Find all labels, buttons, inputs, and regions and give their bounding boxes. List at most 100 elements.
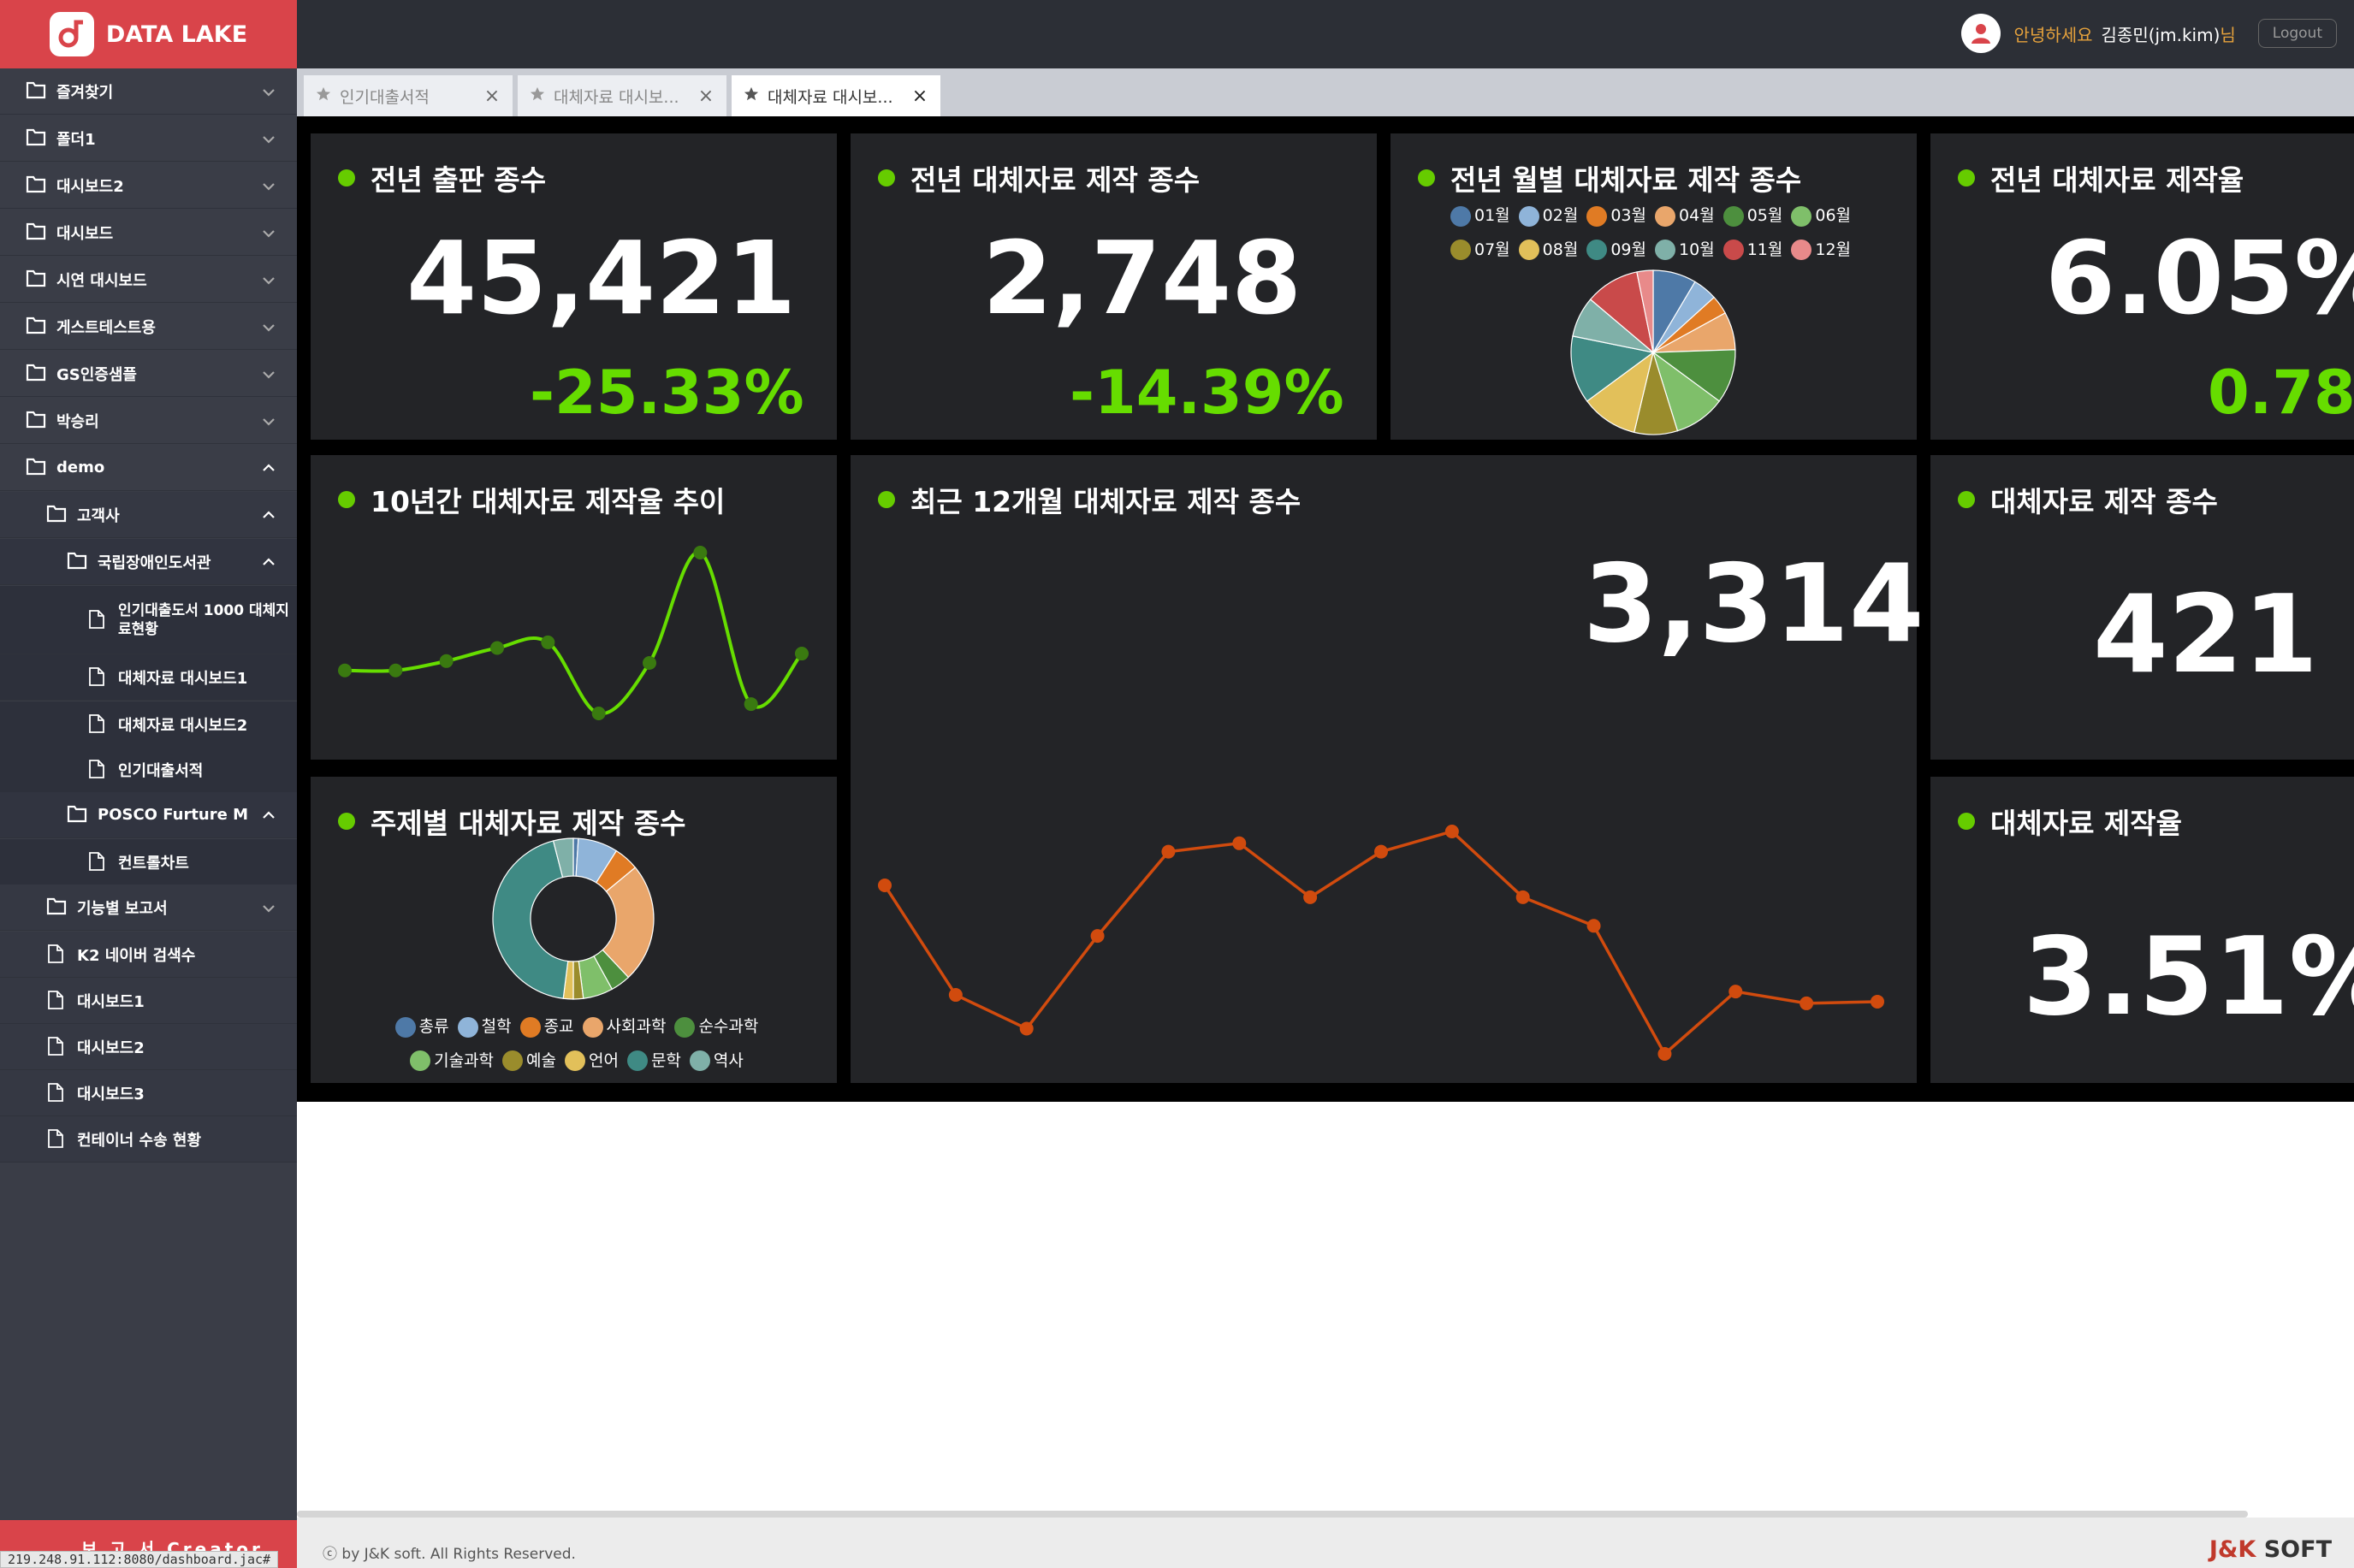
panel-title-text: 전년 월별 대체자료 제작 종수 xyxy=(1450,163,1802,197)
chevron-down-icon[interactable] xyxy=(258,368,280,380)
panel-last-year-alt-production: 전년 대체자료 제작 종수 2,748 -14.39% xyxy=(851,133,1377,440)
legend-item[interactable]: 11월 xyxy=(1723,236,1782,264)
data-point xyxy=(1019,1021,1034,1036)
sidebar-item[interactable]: demo xyxy=(0,445,297,491)
data-point xyxy=(388,663,403,677)
legend-item[interactable]: 철학 xyxy=(457,1013,512,1041)
legend-item[interactable]: 언어 xyxy=(564,1047,619,1075)
legend-item[interactable]: 문학 xyxy=(626,1047,681,1075)
sidebar-item[interactable]: 대시보드3 xyxy=(0,1070,297,1116)
horizontal-scrollbar[interactable] xyxy=(297,1511,2248,1518)
legend-item[interactable]: 09월 xyxy=(1586,236,1646,264)
chevron-down-icon[interactable] xyxy=(258,86,280,98)
chevron-up-icon[interactable] xyxy=(258,556,280,568)
data-point xyxy=(1303,890,1318,904)
file-icon xyxy=(87,609,108,631)
legend-swatch xyxy=(689,1050,710,1071)
legend-item[interactable]: 12월 xyxy=(1791,236,1851,264)
sidebar-item-label: 대체자료 대시보드1 xyxy=(118,669,248,688)
legend-item[interactable]: 08월 xyxy=(1518,236,1579,264)
pie-slice xyxy=(1636,269,1654,353)
legend-item[interactable]: 역사 xyxy=(689,1047,744,1075)
legend-item[interactable]: 02월 xyxy=(1518,202,1578,230)
status-dot-icon xyxy=(878,169,895,186)
pie-slice xyxy=(1586,351,1654,434)
legend-label: 문학 xyxy=(650,1050,681,1070)
legend-item[interactable]: 07월 xyxy=(1450,236,1510,264)
tab-dashboard-1[interactable]: 대체자료 대시보... × xyxy=(518,75,726,116)
data-point xyxy=(541,635,555,649)
close-icon[interactable]: × xyxy=(697,85,715,107)
logo-soft: SOFT xyxy=(2263,1536,2332,1563)
logout-button[interactable]: Logout xyxy=(2257,19,2337,48)
legend-item[interactable]: 03월 xyxy=(1586,202,1646,230)
legend-item[interactable]: 06월 xyxy=(1791,202,1851,230)
chevron-up-icon[interactable] xyxy=(258,809,280,821)
sidebar-item[interactable]: GS인증샘플 xyxy=(0,351,297,397)
kpi-value: 6.05% xyxy=(2045,219,2354,337)
sidebar-item[interactable]: 즐겨찾기 xyxy=(0,68,297,115)
legend-item[interactable]: 예술 xyxy=(502,1047,556,1075)
pie-slice xyxy=(602,867,655,979)
app-logo[interactable]: DATA LAKE xyxy=(0,0,297,68)
kpi-value: 3,314 xyxy=(1583,541,1924,666)
chevron-up-icon[interactable] xyxy=(258,462,280,474)
sidebar-item-label: 즐겨찾기 xyxy=(56,83,114,102)
sidebar-item-label: 대체자료 대시보드2 xyxy=(118,716,248,735)
close-icon[interactable]: × xyxy=(483,85,501,107)
chevron-down-icon[interactable] xyxy=(258,415,280,427)
tab-bar: 인기대출서적 × 대체자료 대시보... × 대체자료 대시보... × xyxy=(297,68,2354,116)
legend-item[interactable]: 사회과학 xyxy=(582,1013,667,1041)
legend-label: 사회과학 xyxy=(606,1017,667,1036)
sidebar-item[interactable]: K2 네이버 검색수 xyxy=(0,932,297,978)
user-name: 김종민(jm.kim) xyxy=(2101,24,2221,45)
legend-item[interactable]: 05월 xyxy=(1723,202,1782,230)
sidebar-item[interactable]: 대시보드1 xyxy=(0,978,297,1024)
chevron-up-icon[interactable] xyxy=(258,509,280,521)
sidebar-item[interactable]: 시연 대시보드 xyxy=(0,257,297,303)
chevron-down-icon[interactable] xyxy=(258,227,280,239)
sidebar-item[interactable]: 인기대출서적 xyxy=(0,747,297,793)
user-icon[interactable] xyxy=(1960,14,2001,53)
sidebar-item[interactable]: 컨트롤차트 xyxy=(0,839,297,885)
sidebar-item[interactable]: POSCO Furture M xyxy=(0,792,297,838)
legend-item[interactable]: 기술과학 xyxy=(410,1047,494,1075)
sidebar-item[interactable]: 대체자료 대시보드1 xyxy=(0,654,297,701)
legend-item[interactable]: 01월 xyxy=(1450,202,1510,230)
sidebar-item[interactable]: 대체자료 대시보드2 xyxy=(0,701,297,748)
legend-item[interactable]: 총류 xyxy=(394,1013,449,1041)
sidebar-item[interactable]: 폴더1 xyxy=(0,115,297,162)
sidebar-item[interactable]: 박승리 xyxy=(0,398,297,444)
legend-item[interactable]: 10월 xyxy=(1655,236,1715,264)
close-icon[interactable]: × xyxy=(911,85,928,107)
tab-dashboard-2[interactable]: 대체자료 대시보... × xyxy=(732,75,940,116)
chevron-down-icon[interactable] xyxy=(258,902,280,914)
sidebar-item[interactable]: 대시보드2 xyxy=(0,1024,297,1070)
logo-icon xyxy=(49,12,94,56)
legend-swatch xyxy=(502,1050,524,1071)
sidebar-item[interactable]: 고객사 xyxy=(0,492,297,538)
legend-item[interactable]: 종교 xyxy=(519,1013,574,1041)
legend-item[interactable]: 순수과학 xyxy=(674,1013,758,1041)
status-dot-icon xyxy=(338,813,355,830)
sidebar-item[interactable]: 게스트테스트용 xyxy=(0,304,297,350)
panel-ten-year-trend: 10년간 대체자료 제작율 추이 xyxy=(311,455,837,760)
chevron-down-icon[interactable] xyxy=(258,321,280,333)
sidebar-item[interactable]: 인기대출도서 1000 대체지료현황 xyxy=(0,586,297,654)
legend-swatch xyxy=(457,1016,478,1038)
chevron-down-icon[interactable] xyxy=(258,180,280,192)
tab-popular-books[interactable]: 인기대출서적 × xyxy=(304,75,513,116)
sidebar-item[interactable]: 국립장애인도서관 xyxy=(0,539,297,585)
legend-label: 08월 xyxy=(1542,240,1579,259)
status-dot-icon xyxy=(338,169,355,186)
sidebar-item[interactable]: 기능별 보고서 xyxy=(0,885,297,931)
chevron-down-icon[interactable] xyxy=(258,133,280,145)
file-icon xyxy=(87,713,108,736)
sidebar-item[interactable]: 컨테이너 수송 현황 xyxy=(0,1116,297,1163)
sidebar-item[interactable]: 대시보드 xyxy=(0,210,297,256)
data-point xyxy=(1161,844,1176,859)
chevron-down-icon[interactable] xyxy=(258,274,280,286)
data-point xyxy=(1444,825,1459,838)
sidebar-item[interactable]: 대시보드2 xyxy=(0,163,297,209)
legend-item[interactable]: 04월 xyxy=(1655,202,1715,230)
